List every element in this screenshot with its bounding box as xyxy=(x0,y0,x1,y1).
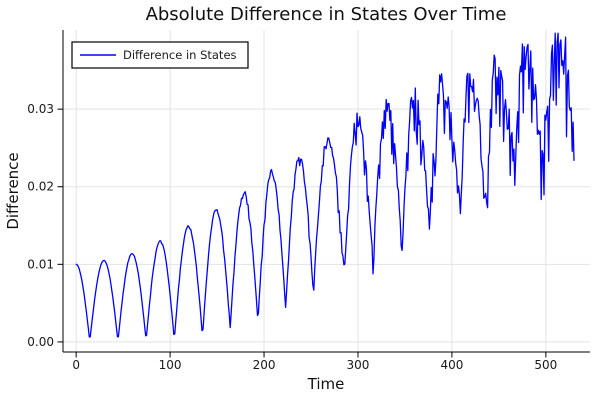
y-tick-label: 0.02 xyxy=(27,180,54,194)
axes xyxy=(57,30,590,358)
x-tick-label: 500 xyxy=(534,358,557,372)
x-tick-label: 300 xyxy=(347,358,370,372)
y-tick-label: 0.01 xyxy=(27,257,54,271)
gridlines xyxy=(63,30,590,352)
x-axis-label: Time xyxy=(307,375,345,393)
series-line xyxy=(75,32,575,338)
y-tick-label: 0.00 xyxy=(27,335,54,349)
y-tick-label: 0.03 xyxy=(27,102,54,116)
y-axis-label: Difference xyxy=(4,152,22,229)
legend-label: Difference in States xyxy=(123,48,237,62)
x-tick-label: 100 xyxy=(159,358,182,372)
chart-title: Absolute Difference in States Over Time xyxy=(146,4,507,25)
x-tick-label: 0 xyxy=(72,358,80,372)
y-tick-labels: 0.00 0.01 0.02 0.03 xyxy=(27,102,54,349)
legend: Difference in States xyxy=(71,41,249,69)
x-tick-labels: 0 100 200 300 400 500 xyxy=(72,358,557,372)
x-tick-label: 200 xyxy=(253,358,276,372)
x-tick-label: 400 xyxy=(440,358,463,372)
